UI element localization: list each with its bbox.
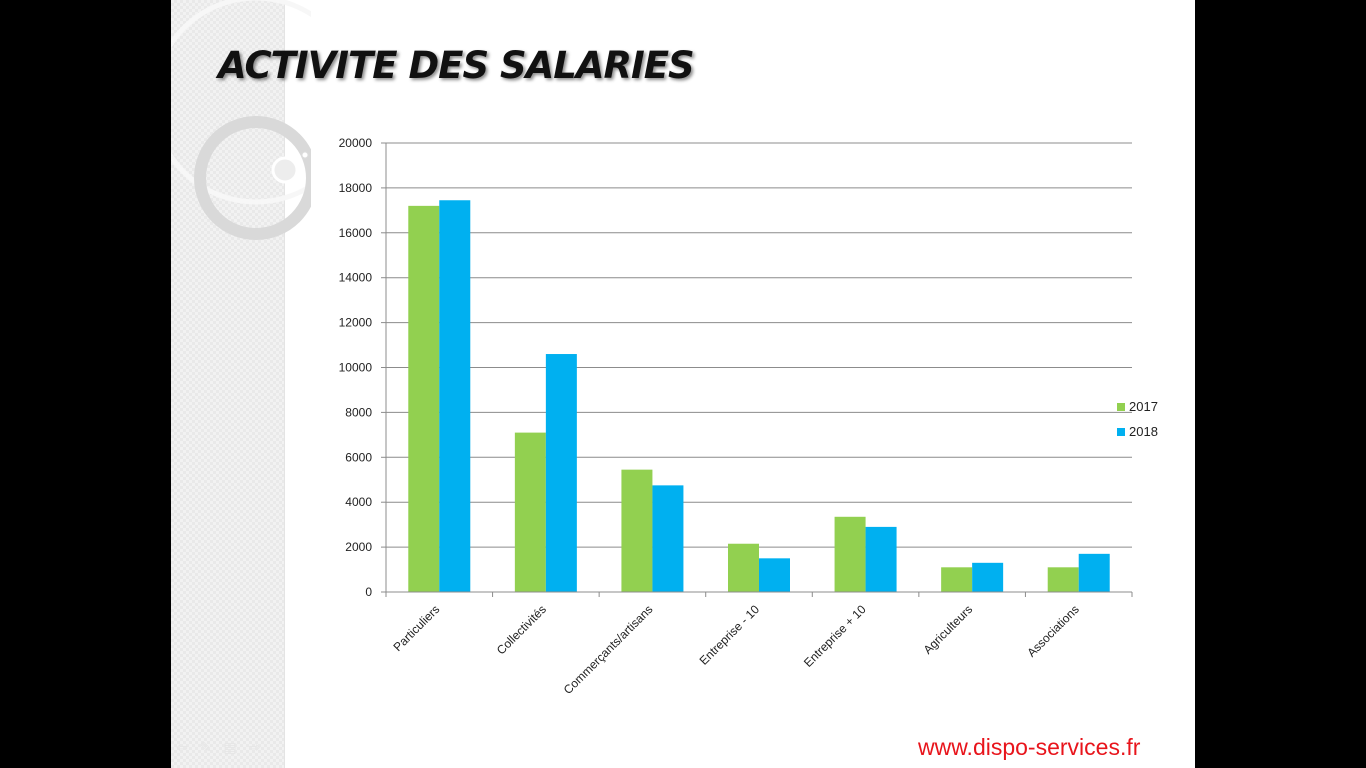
x-category-label: Agriculteurs	[921, 602, 976, 657]
pen-icon[interactable]: ✎	[199, 740, 212, 756]
y-tick-label: 16000	[339, 226, 373, 240]
legend-swatch-2018	[1117, 427, 1125, 436]
slide-title: ACTIVITE DES SALARIES	[218, 44, 695, 87]
y-tick-label: 20000	[339, 136, 373, 150]
x-category-label: Entreprise + 10	[801, 602, 869, 670]
y-tick-label: 0	[365, 585, 372, 599]
website-url: www.dispo-services.fr	[918, 734, 1141, 760]
bar-2018-4	[865, 526, 897, 592]
y-tick-label: 6000	[345, 450, 372, 464]
y-tick-label: 12000	[339, 316, 373, 330]
bar-2018-2	[652, 485, 684, 592]
x-category-label: Commerçants/artisans	[561, 602, 656, 697]
x-category-label: Associations	[1024, 602, 1082, 660]
legend-label-2017: 2017	[1129, 399, 1158, 414]
bar-2017-4	[834, 516, 866, 592]
gridlines	[386, 142, 1132, 548]
bar-2017-0	[408, 205, 440, 593]
bar-2017-2	[621, 469, 653, 592]
x-category-label: Particuliers	[391, 602, 443, 654]
legend-swatch-2017	[1117, 402, 1125, 411]
decorative-circles	[171, 0, 311, 240]
bar-2018-5	[972, 562, 1004, 592]
bar-2017-1	[514, 432, 546, 592]
bar-2017-5	[941, 567, 973, 592]
y-tick-label: 18000	[339, 181, 373, 195]
bar-2018-3	[759, 558, 790, 592]
y-tick-label: 2000	[345, 540, 372, 554]
legend-item-2018: 2018	[1117, 419, 1158, 444]
bar-chart: 0 2000 4000 6000 8000 10000 12000 14000 16000 180…	[339, 136, 1133, 697]
bar-2018-0	[439, 200, 471, 592]
chart-legend: 2017 2018	[1117, 394, 1158, 444]
y-axis: 0 2000 4000 6000 8000 10000 12000 14000 16000 180…	[339, 136, 387, 599]
legend-label-2018: 2018	[1129, 424, 1158, 439]
slide: ACTIVITE DES SALARIES 0 2000 4000 6000 8000 1…	[171, 0, 1195, 768]
arrow-right-icon[interactable]: ⇨	[248, 740, 261, 756]
menu-icon[interactable]: ▤	[223, 740, 237, 756]
x-category-label: Entreprise - 10	[697, 602, 763, 668]
y-tick-label: 4000	[345, 495, 372, 509]
bar-2018-1	[545, 354, 577, 592]
x-category-label: Collectivités	[494, 602, 549, 657]
y-tick-label: 14000	[339, 271, 373, 285]
legend-item-2017: 2017	[1117, 394, 1158, 419]
bars	[408, 200, 1110, 593]
bar-2017-6	[1047, 567, 1079, 592]
y-tick-label: 8000	[345, 405, 372, 419]
bar-2017-3	[728, 543, 759, 592]
x-axis: Particuliers Collectivités Commerçants/art…	[385, 591, 1133, 697]
bar-2018-6	[1078, 553, 1110, 592]
y-tick-label: 10000	[339, 361, 373, 375]
arrow-left-icon[interactable]: ⇦	[176, 740, 188, 756]
slideshow-nav: ⇦ ✎ ▤ ⇨	[176, 740, 260, 756]
